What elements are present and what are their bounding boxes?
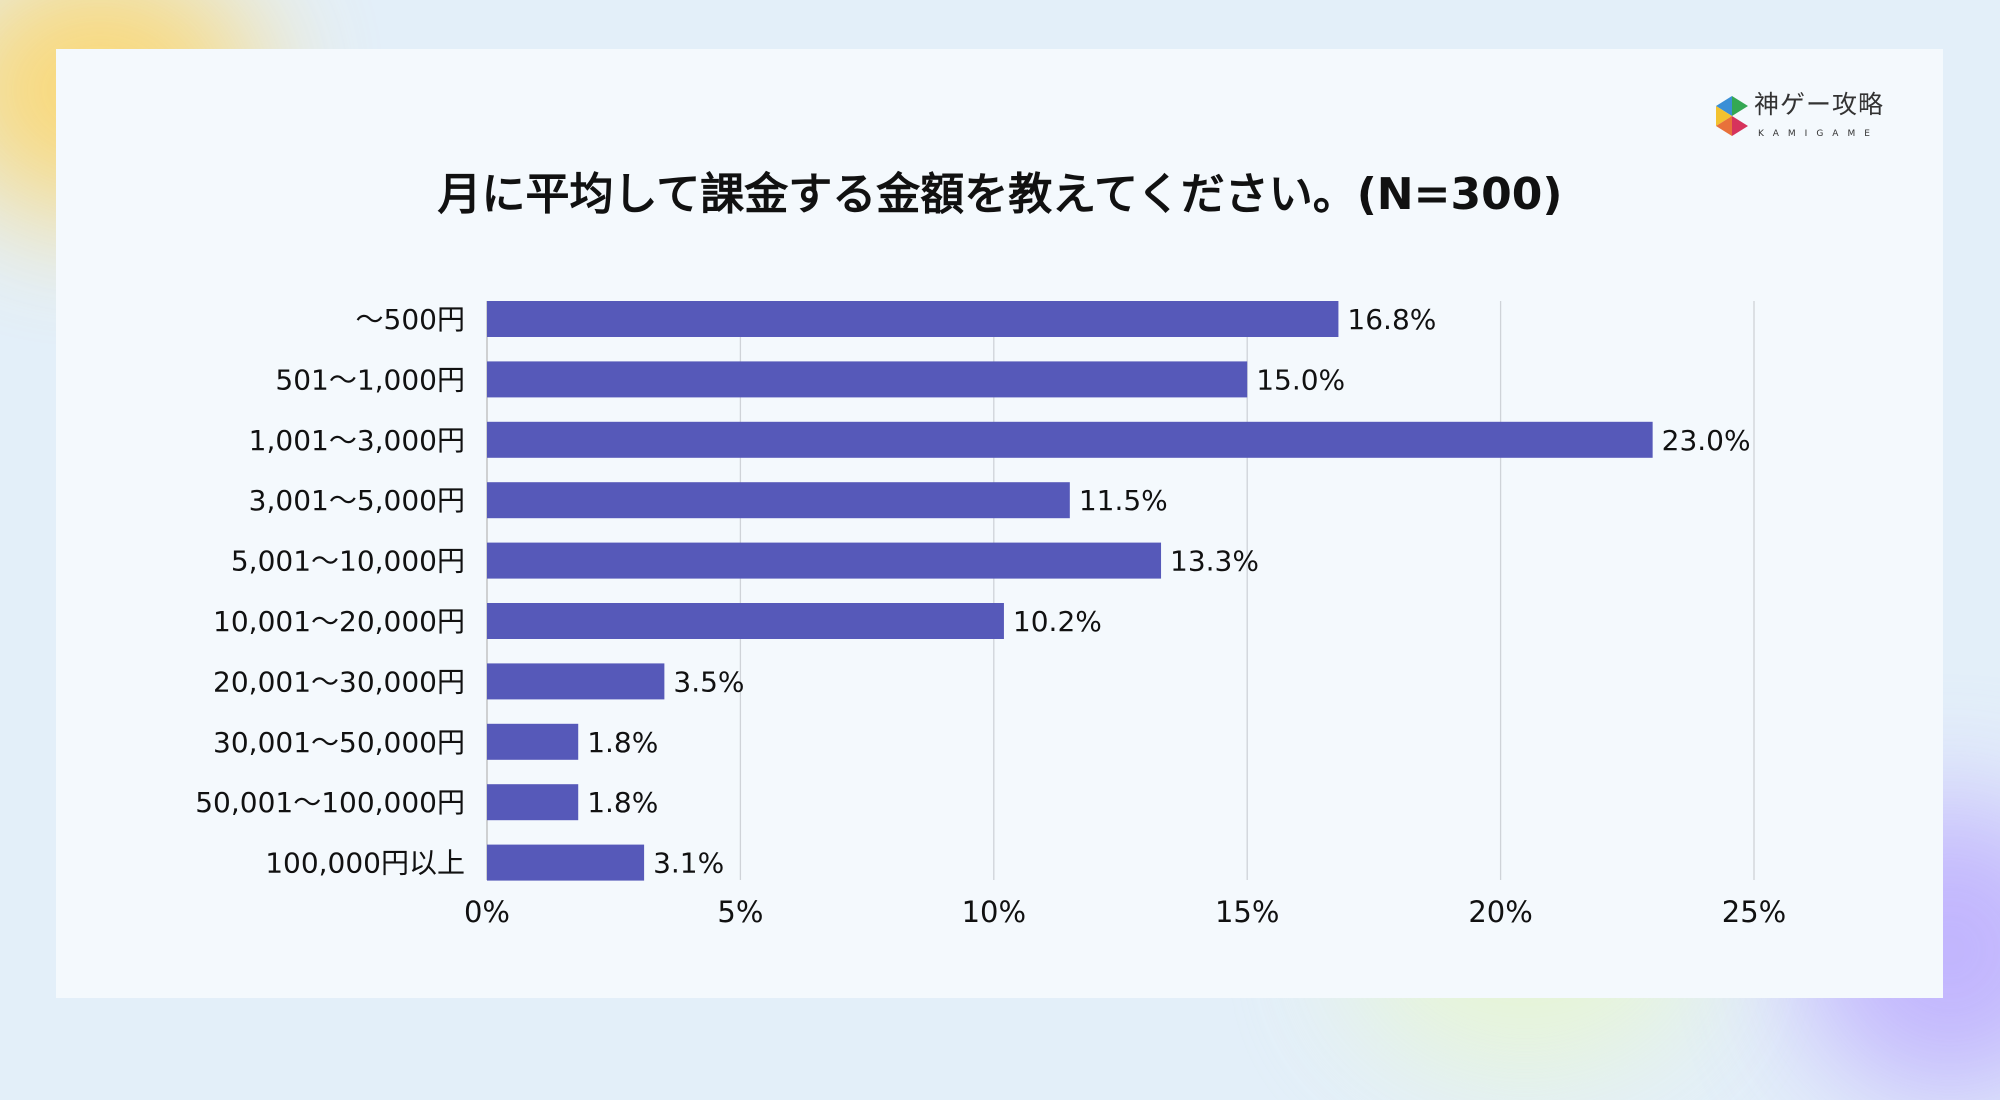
category-label: 10,001〜20,000円 bbox=[213, 605, 465, 638]
kamigame-logo-icon bbox=[1716, 96, 1748, 136]
data-label: 1.8% bbox=[587, 786, 658, 819]
data-label: 16.8% bbox=[1347, 303, 1436, 336]
logo-text: 神ゲー攻略 bbox=[1754, 90, 1885, 119]
data-label: 3.1% bbox=[653, 847, 724, 880]
data-label: 13.3% bbox=[1170, 545, 1259, 578]
chart-card bbox=[56, 49, 1943, 998]
x-tick-label: 20% bbox=[1468, 895, 1532, 929]
bar bbox=[487, 723, 579, 760]
logo-subtext: KAMIGAME bbox=[1758, 129, 1879, 139]
category-label: 3,001〜5,000円 bbox=[249, 484, 465, 517]
data-label: 15.0% bbox=[1256, 363, 1345, 396]
data-label: 1.8% bbox=[587, 726, 658, 759]
bar bbox=[487, 784, 579, 821]
chart-title: 月に平均して課金する金額を教えてください。(N=300) bbox=[437, 169, 1563, 220]
x-tick-label: 5% bbox=[717, 895, 763, 929]
category-label: 〜500円 bbox=[356, 303, 465, 336]
category-label: 50,001〜100,000円 bbox=[195, 786, 465, 819]
category-label: 20,001〜30,000円 bbox=[213, 665, 465, 698]
category-label: 30,001〜50,000円 bbox=[213, 726, 465, 759]
data-label: 11.5% bbox=[1079, 484, 1168, 517]
data-label: 3.5% bbox=[673, 665, 744, 698]
x-tick-label: 10% bbox=[962, 895, 1026, 929]
category-label: 1,001〜3,000円 bbox=[249, 424, 465, 457]
bar bbox=[487, 301, 1339, 337]
bar bbox=[487, 361, 1248, 398]
bar bbox=[487, 603, 1004, 639]
x-tick-label: 0% bbox=[464, 895, 510, 929]
bar bbox=[487, 844, 645, 881]
bar bbox=[487, 542, 1162, 579]
bar bbox=[487, 663, 665, 700]
category-label: 501〜1,000円 bbox=[275, 363, 465, 396]
category-label: 5,001〜10,000円 bbox=[231, 545, 465, 578]
bar-chart: 0% 5% 10% 15% 20% 25% 16.8% 〜500円 15.0% 501〜1,000… bbox=[195, 301, 1786, 929]
bar bbox=[487, 421, 1653, 458]
bar bbox=[487, 482, 1070, 519]
x-tick-label: 15% bbox=[1215, 895, 1279, 929]
x-tick-label: 25% bbox=[1722, 895, 1786, 929]
category-label: 100,000円以上 bbox=[265, 847, 465, 880]
data-label: 10.2% bbox=[1013, 605, 1102, 638]
data-label: 23.0% bbox=[1662, 424, 1751, 457]
